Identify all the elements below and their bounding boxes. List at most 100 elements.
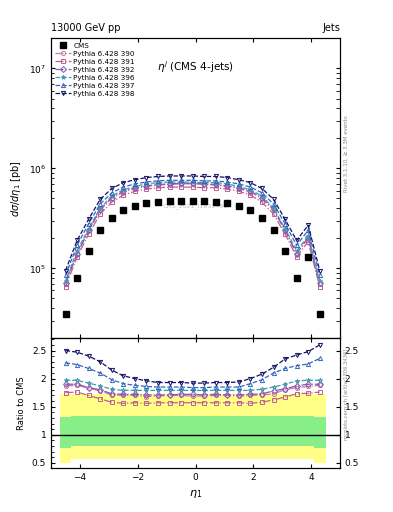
Pythia 6.428 391 [179, 184, 184, 190]
Pythia 6.428 391 [144, 186, 149, 192]
Pythia 6.428 390 [75, 251, 79, 257]
Pythia 6.428 392 [156, 181, 160, 187]
Pythia 6.428 390 [121, 189, 126, 195]
Pythia 6.428 398 [132, 177, 137, 183]
Pythia 6.428 397 [179, 177, 184, 183]
Pythia 6.428 397 [248, 184, 253, 190]
CMS [260, 215, 264, 221]
Pythia 6.428 398 [167, 173, 172, 179]
Pythia 6.428 398 [156, 174, 160, 180]
CMS [179, 198, 184, 204]
Pythia 6.428 396 [248, 187, 253, 193]
Pythia 6.428 397 [294, 242, 299, 248]
Pythia 6.428 398 [109, 185, 114, 191]
Pythia 6.428 391 [318, 284, 322, 290]
Pythia 6.428 392 [75, 251, 79, 257]
Text: 13000 GeV pp: 13000 GeV pp [51, 23, 121, 33]
CMS [167, 198, 172, 204]
CMS [63, 311, 68, 317]
Text: mcplots.cern.ch [arXiv:1306.3436]: mcplots.cern.ch [arXiv:1306.3436] [344, 349, 349, 440]
Pythia 6.428 392 [294, 251, 299, 257]
Pythia 6.428 390 [167, 181, 172, 187]
Pythia 6.428 398 [213, 174, 218, 180]
Pythia 6.428 392 [86, 227, 91, 233]
Pythia 6.428 397 [98, 201, 103, 207]
Pythia 6.428 397 [86, 221, 91, 227]
Pythia 6.428 391 [213, 185, 218, 191]
Pythia 6.428 396 [167, 179, 172, 185]
Pythia 6.428 396 [213, 180, 218, 186]
Pythia 6.428 398 [144, 175, 149, 181]
Pythia 6.428 392 [306, 234, 310, 240]
Pythia 6.428 390 [283, 227, 287, 233]
Pythia 6.428 391 [283, 231, 287, 237]
Pythia 6.428 392 [190, 180, 195, 186]
CMS [202, 198, 207, 204]
Pythia 6.428 390 [213, 182, 218, 188]
Pythia 6.428 391 [86, 231, 91, 237]
Text: $\eta^j$ (CMS 4-jets): $\eta^j$ (CMS 4-jets) [157, 59, 234, 75]
Pythia 6.428 392 [237, 185, 241, 191]
CMS [318, 311, 322, 317]
Line: Pythia 6.428 398: Pythia 6.428 398 [63, 174, 322, 272]
CMS [294, 275, 299, 281]
Pythia 6.428 397 [237, 181, 241, 187]
Pythia 6.428 391 [156, 185, 160, 191]
Pythia 6.428 391 [63, 284, 68, 290]
Line: Pythia 6.428 397: Pythia 6.428 397 [63, 178, 322, 278]
Pythia 6.428 396 [156, 180, 160, 186]
Pythia 6.428 392 [225, 183, 230, 189]
Pythia 6.428 392 [260, 195, 264, 201]
CMS [271, 227, 276, 233]
CMS [98, 227, 103, 233]
Pythia 6.428 390 [109, 196, 114, 202]
Pythia 6.428 391 [190, 184, 195, 190]
Text: Rivet 3.1.10, ≥ 3.3M events: Rivet 3.1.10, ≥ 3.3M events [344, 115, 349, 192]
Pythia 6.428 390 [132, 185, 137, 191]
Pythia 6.428 392 [167, 181, 172, 187]
Legend: CMS, Pythia 6.428 390, Pythia 6.428 391, Pythia 6.428 392, Pythia 6.428 396, Pyt: CMS, Pythia 6.428 390, Pythia 6.428 391,… [53, 40, 136, 98]
Pythia 6.428 392 [121, 188, 126, 195]
Pythia 6.428 390 [237, 185, 241, 191]
Pythia 6.428 390 [225, 183, 230, 189]
Pythia 6.428 392 [271, 206, 276, 212]
Pythia 6.428 392 [132, 185, 137, 191]
Pythia 6.428 398 [121, 180, 126, 186]
Line: Pythia 6.428 391: Pythia 6.428 391 [63, 185, 322, 289]
Pythia 6.428 396 [109, 193, 114, 199]
Pythia 6.428 396 [260, 193, 264, 199]
Pythia 6.428 391 [98, 211, 103, 217]
Text: CMS_2021_I1932460: CMS_2021_I1932460 [163, 203, 228, 209]
Pythia 6.428 390 [306, 235, 310, 241]
Pythia 6.428 397 [283, 221, 287, 227]
Pythia 6.428 391 [132, 188, 137, 195]
Pythia 6.428 391 [248, 192, 253, 198]
Pythia 6.428 396 [63, 278, 68, 284]
Pythia 6.428 390 [63, 281, 68, 287]
Pythia 6.428 396 [179, 179, 184, 185]
Pythia 6.428 392 [318, 280, 322, 286]
Pythia 6.428 397 [144, 179, 149, 185]
CMS [156, 199, 160, 205]
CMS [86, 248, 91, 254]
CMS [306, 254, 310, 260]
Pythia 6.428 398 [271, 196, 276, 202]
Pythia 6.428 390 [260, 196, 264, 202]
Pythia 6.428 392 [144, 183, 149, 189]
Pythia 6.428 390 [248, 189, 253, 195]
Pythia 6.428 392 [248, 188, 253, 195]
Pythia 6.428 391 [109, 199, 114, 205]
Pythia 6.428 397 [121, 184, 126, 190]
Pythia 6.428 397 [271, 201, 276, 207]
Pythia 6.428 391 [202, 185, 207, 191]
Pythia 6.428 397 [318, 272, 322, 279]
Pythia 6.428 390 [318, 281, 322, 287]
Pythia 6.428 391 [306, 239, 310, 245]
Pythia 6.428 391 [237, 188, 241, 195]
Pythia 6.428 396 [132, 183, 137, 189]
Pythia 6.428 397 [225, 179, 230, 185]
Pythia 6.428 392 [213, 181, 218, 187]
Text: Jets: Jets [322, 23, 340, 33]
Y-axis label: $d\sigma/d\eta_1$ [pb]: $d\sigma/d\eta_1$ [pb] [9, 160, 24, 217]
Pythia 6.428 398 [98, 196, 103, 202]
